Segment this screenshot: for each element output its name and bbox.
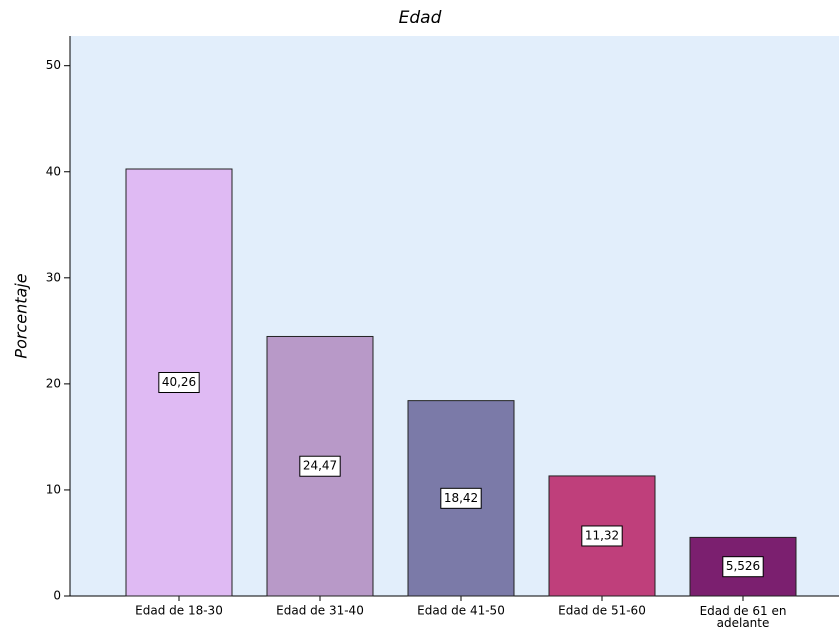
y-tick-label: 30 (46, 270, 61, 284)
value-label-box (722, 556, 764, 578)
y-tick-label: 50 (46, 58, 61, 72)
y-axis-label: Porcentaje (12, 273, 31, 358)
value-label: 18,42 (444, 491, 478, 505)
y-tick-label: 0 (53, 589, 61, 603)
x-tick-label: Edad de 41-50 (417, 604, 505, 618)
x-tick-label: Edad de 51-60 (558, 604, 646, 618)
value-label: 40,26 (162, 375, 196, 389)
x-tick-label: Edad de 31-40 (276, 604, 364, 618)
value-label-box (158, 372, 200, 393)
value-label-box (581, 525, 623, 547)
value-label-box (440, 487, 482, 509)
x-tick-label: Edad de 61 en adelante (700, 604, 787, 630)
value-label-box (299, 455, 341, 477)
y-tick-label: 10 (46, 482, 61, 496)
value-label: 5,526 (726, 559, 760, 573)
chart-title: Edad (399, 8, 442, 28)
value-label: 24,47 (303, 459, 337, 473)
x-tick-label: Edad de 18-30 (135, 604, 223, 618)
value-label: 11,32 (585, 528, 619, 542)
y-tick-label: 40 (46, 164, 61, 178)
y-tick-label: 20 (46, 376, 61, 390)
